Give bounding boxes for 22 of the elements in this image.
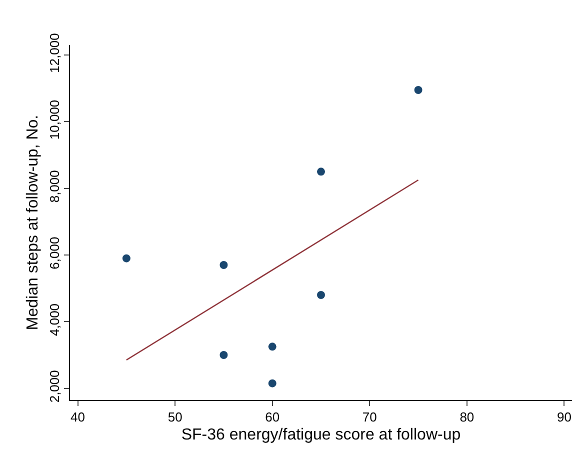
y-tick-label: 2,000 [46,370,62,403]
point [122,254,130,262]
y-tick-label: 12,000 [46,33,62,73]
x-tick-label: 70 [362,410,377,425]
point [268,379,276,388]
y-tick-label: 4,000 [46,303,62,336]
y-tick-label: 8,000 [46,170,62,203]
x-axis-title: SF-36 energy/fatigue score at follow-up [181,426,461,444]
x-tick-label: 40 [70,410,86,425]
x-tick-label: 60 [265,410,280,425]
y-axis-title: Median steps at follow-up, No. [24,114,42,330]
y-tick-label: 6,000 [46,236,62,270]
x-tick-label: 80 [460,410,474,425]
point [220,351,228,359]
x-tick-label: 50 [168,410,182,425]
x-tick-label: 90 [556,410,572,425]
point [414,86,422,94]
point [268,342,276,351]
point [317,168,325,176]
point [317,291,325,299]
y-tick-label: 10,000 [46,100,62,140]
point [220,261,228,269]
